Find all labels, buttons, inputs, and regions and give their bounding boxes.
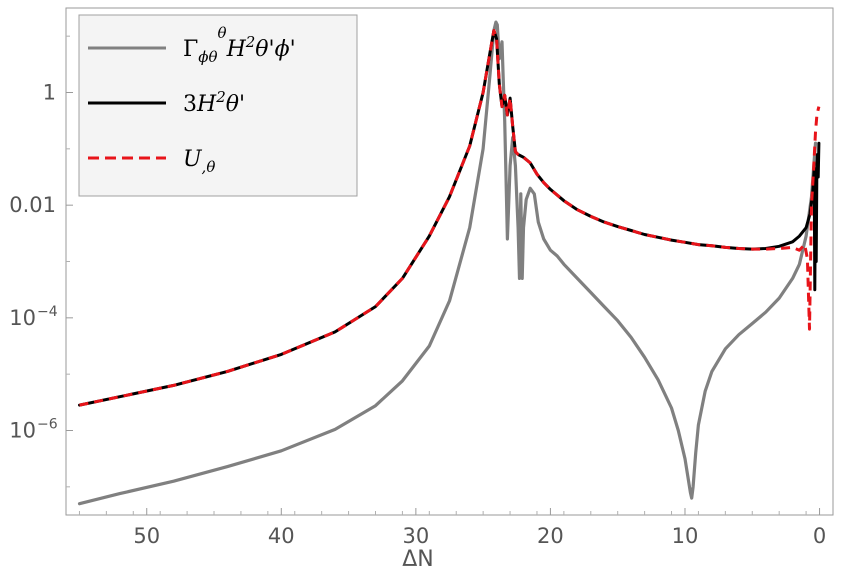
x-tick-label: 0	[813, 524, 826, 548]
y-tick-label: 10	[9, 306, 36, 330]
x-tick-label: 50	[133, 524, 160, 548]
series-line-gamma	[77, 20, 818, 506]
legend-label-three: 3H2θ'	[183, 88, 245, 117]
y-tick-label: 0.01	[9, 193, 56, 217]
legend-label-u: U,θ	[183, 147, 215, 176]
y-tick-base: 0.01	[9, 193, 56, 217]
legend-part-main1: Γ	[183, 37, 198, 62]
legend-part-main1: 3	[183, 92, 197, 117]
legend-part-main1: U	[183, 147, 203, 172]
y-tick-label: 1	[43, 81, 56, 105]
legend-label-gamma: ΓϕθθH2θ'ϕ'	[183, 24, 296, 66]
x-tick-label: 40	[268, 524, 295, 548]
x-axis: 50 40 30 20 10 0	[78, 508, 826, 548]
legend-part-sup1: θ	[218, 24, 227, 42]
legend: ΓϕθθH2θ'ϕ'3H2θ'U,θ	[78, 14, 358, 197]
y-tick-base: 10	[9, 419, 36, 443]
legend-part-main3: θ'	[226, 92, 245, 117]
legend-part-sup2: 2	[245, 33, 256, 51]
y-tick-base: 1	[43, 81, 56, 105]
y-tick-label: 10	[9, 419, 36, 443]
legend-part-main3: θ'ϕ'	[255, 37, 295, 62]
x-tick-label: 10	[672, 524, 699, 548]
legend-part-sub1: ,θ	[202, 158, 216, 176]
legend-part-main2: H	[196, 92, 217, 117]
legend-box	[78, 14, 358, 197]
x-axis-title: ΔN	[402, 547, 434, 572]
y-tick-exponent: −4	[37, 304, 58, 320]
legend-part-sub1: ϕθ	[198, 48, 217, 66]
legend-part-sup2: 2	[215, 88, 226, 106]
series-line-u	[79, 29, 821, 407]
y-tick-exponent: −6	[37, 417, 58, 433]
x-tick-label: 20	[537, 524, 564, 548]
series-layer	[77, 20, 821, 506]
x-tick-label: 30	[402, 524, 429, 548]
y-tick-base: 10	[9, 306, 36, 330]
legend-part-main2: H	[226, 37, 247, 62]
